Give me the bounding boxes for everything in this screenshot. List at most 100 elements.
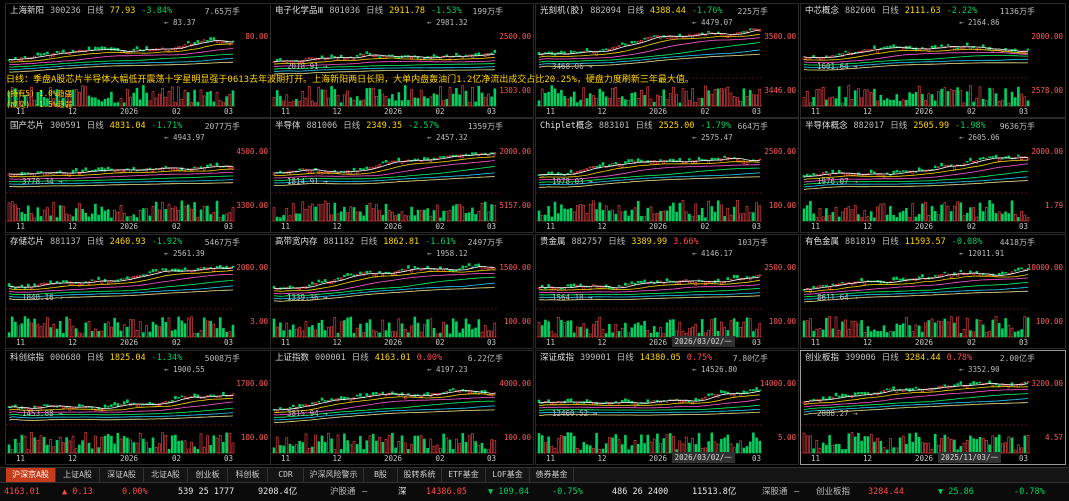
- volume-bar: [355, 327, 359, 338]
- volume-bar: [387, 435, 391, 454]
- market-tab[interactable]: 沪深京A股: [6, 468, 56, 482]
- market-tab[interactable]: LOF基金: [486, 468, 530, 482]
- candlestick-chart[interactable]: [536, 351, 799, 465]
- cyb-label: 创业板指: [816, 487, 851, 497]
- volume-bar: [537, 321, 541, 338]
- chart-panel-882606[interactable]: 中芯概念 882606 日线 2111.63 -2.22% 1136万手 ← 2164.86…: [800, 3, 1066, 118]
- volume-bar: [940, 321, 943, 338]
- volume-bar: [212, 101, 216, 107]
- chart-panel-801036[interactable]: 电子化学品Ⅲ 801036 日线 2911.78 -1.53% 199万手 ← 2981.3…: [270, 3, 534, 118]
- x-axis-label: 11: [281, 107, 291, 116]
- volume-bar: [97, 447, 100, 454]
- panel-period: 日线: [86, 353, 104, 363]
- candle: [87, 46, 91, 50]
- panel-period: 日线: [360, 237, 378, 247]
- market-tab[interactable]: ETF基金: [442, 468, 486, 482]
- candlestick-chart[interactable]: [801, 351, 1066, 465]
- market-tab[interactable]: 沪深风险警示: [304, 468, 364, 482]
- market-tab[interactable]: CDR: [268, 468, 304, 482]
- candlestick-chart[interactable]: [271, 351, 534, 465]
- candlestick-chart[interactable]: [6, 119, 271, 233]
- market-tab[interactable]: 科创板: [228, 468, 268, 482]
- candle: [330, 54, 333, 58]
- volume-bar: [58, 321, 62, 338]
- volume-bar: [802, 320, 806, 338]
- volume-bar: [362, 215, 365, 222]
- volume-bar: [222, 214, 225, 222]
- chart-panel-881182[interactable]: 高带宽内存 881182 日线 1862.81 -1.61% 2497万手 ← 1958.1…: [270, 234, 534, 349]
- candle: [691, 281, 694, 285]
- chart-panel-882017[interactable]: 半导体概念 882017 日线 2505.99 -1.98% 9636万手 ← 2605.0…: [800, 118, 1066, 233]
- volume-bar: [802, 432, 806, 454]
- panel-period: 日线: [608, 237, 626, 247]
- candle: [279, 407, 282, 410]
- market-tab[interactable]: 深证A股: [100, 468, 144, 482]
- candle: [352, 274, 356, 277]
- volume-bar: [1013, 214, 1017, 222]
- chart-panel-882757[interactable]: 贵金属 882757 日线 3389.99 3.66% 103万手 ← 4146.17 156…: [535, 234, 799, 349]
- volume-bar: [633, 207, 637, 222]
- y-axis-label: 14000.00: [759, 379, 796, 388]
- chart-panel-000001[interactable]: 上证指数 000001 日线 4163.01 0.00% 6.22亿手 ← 4197.23 3…: [270, 350, 534, 465]
- volume-bar: [87, 95, 91, 107]
- candlestick-chart[interactable]: [801, 4, 1066, 118]
- ma5-line: [803, 383, 1029, 403]
- volume-bar: [853, 90, 857, 107]
- volume-bar: [572, 332, 576, 338]
- candlestick-chart[interactable]: [536, 4, 799, 118]
- market-tab[interactable]: 北证A股: [144, 468, 188, 482]
- market-tab[interactable]: 上证A股: [56, 468, 100, 482]
- chart-panel-399006[interactable]: 创业板指 399006 日线 3284.44 0.78% 2.00亿手 ← 3352.90 2…: [800, 350, 1066, 465]
- volume-bar: [110, 435, 113, 454]
- chart-panel-883101[interactable]: Chiplet概念 883101 日线 2525.00 -1.79% 664万手 ← 257…: [535, 118, 799, 233]
- candle: [863, 281, 867, 285]
- candle: [869, 169, 873, 174]
- market-tab[interactable]: 创业板: [188, 468, 228, 482]
- panel-code: 399006: [845, 353, 876, 363]
- volume-bar: [282, 100, 285, 107]
- sh-connect-label[interactable]: 沪股通: [330, 487, 356, 497]
- volume-bar: [885, 449, 889, 454]
- volume-bar: [908, 92, 911, 107]
- candlestick-chart[interactable]: [6, 4, 271, 118]
- volume-bar: [745, 446, 749, 454]
- candlestick-chart[interactable]: [271, 4, 534, 118]
- volume-bar: [997, 211, 1001, 222]
- volume-bar: [455, 204, 458, 222]
- chart-panel-881137[interactable]: 存储芯片 881137 日线 2460.93 -1.92% 5467万手 ← 2561.39…: [5, 234, 271, 349]
- market-tab[interactable]: 债券基金: [530, 468, 574, 482]
- chart-panel-399001[interactable]: 深证成指 399001 日线 14380.05 0.75% 7.80亿手 ← 14526.8…: [535, 350, 799, 465]
- analysis-legend: (持有5) 1.0%趋强 (成交) -1.5%趋弱: [6, 88, 72, 110]
- volume-bar: [394, 331, 397, 338]
- candlestick-chart[interactable]: [6, 351, 271, 465]
- chart-panel-881819[interactable]: 有色金属 881819 日线 11593.57 -0.08% 4418万手 ← 12011.…: [800, 234, 1066, 349]
- candlestick-chart[interactable]: [801, 235, 1066, 349]
- candlestick-chart[interactable]: [271, 235, 534, 349]
- candle: [595, 165, 598, 168]
- chart-panel-300236[interactable]: 上海新阳 300236 日线 77.93 -3.84% 7.65万手 ← 83.37 80.0…: [5, 3, 271, 118]
- volume-bar: [636, 443, 640, 454]
- sz-connect-label[interactable]: 深股通: [762, 487, 788, 497]
- volume-bar: [582, 87, 586, 107]
- chart-panel-000680[interactable]: 科创综指 000680 日线 1825.04 -1.34% 5008万手 ← 1900.55…: [5, 350, 271, 465]
- candlestick-chart[interactable]: [801, 119, 1066, 233]
- candle: [42, 53, 46, 56]
- chart-panel-881006[interactable]: 半导体 881006 日线 2349.35 -2.57% 1359万手 ← 2457.32 1…: [270, 118, 534, 233]
- chart-panel-300591[interactable]: 国产芯片 300591 日线 4831.04 -1.71% 2077万手 ← 4943.97…: [5, 118, 271, 233]
- candlestick-chart[interactable]: [536, 235, 799, 349]
- volume-bar: [965, 91, 969, 107]
- volume-bar: [812, 213, 815, 222]
- market-tab[interactable]: 股转系统: [398, 468, 442, 482]
- volume-bar: [403, 328, 407, 338]
- candlestick-chart[interactable]: [6, 235, 271, 349]
- chart-panel-882094[interactable]: 光刻机(胶) 882094 日线 4388.44 -1.76% 225万手 ← 4479.0…: [535, 3, 799, 118]
- volume-bar: [493, 322, 497, 338]
- ma10-line: [803, 386, 1029, 405]
- ma120-line: [538, 292, 760, 298]
- candlestick-chart[interactable]: [536, 119, 799, 233]
- candlestick-chart[interactable]: [271, 119, 534, 233]
- volume-bar: [477, 319, 481, 338]
- ma250-line: [8, 289, 234, 301]
- volume-bar: [643, 320, 646, 338]
- market-tab[interactable]: B股: [364, 468, 398, 482]
